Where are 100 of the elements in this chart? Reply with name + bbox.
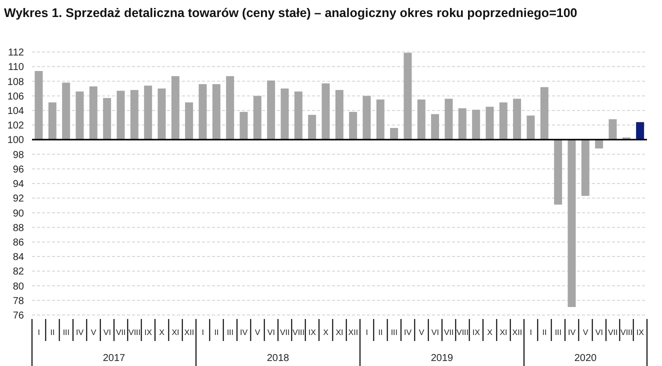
bar [390, 128, 398, 140]
x-tick-label: VII [444, 328, 454, 337]
x-tick-label: V [418, 328, 425, 337]
x-tick-label: VIII [292, 328, 305, 337]
y-tick-label: 110 [8, 62, 24, 74]
bar [526, 116, 535, 140]
x-tick-label: XI [500, 328, 508, 337]
x-tick-label: V [582, 328, 589, 337]
y-tick-label: 106 [7, 91, 24, 102]
x-tick-label: IV [404, 328, 412, 337]
bar [431, 114, 440, 140]
bar [568, 140, 576, 307]
x-tick-label: XI [172, 328, 180, 337]
y-tick-label: 108 [7, 76, 24, 88]
bar [554, 140, 562, 205]
x-tick-label: VI [431, 328, 439, 337]
x-tick-label: VIII [456, 328, 469, 337]
text: 2020 [574, 353, 598, 364]
y-tick-label: 84 [12, 252, 24, 264]
x-tick-label: VII [280, 328, 290, 337]
x-tick-label: II [50, 328, 55, 337]
x-tick-label: X [159, 328, 166, 337]
bar [308, 114, 316, 140]
y-tick-label: 86 [12, 237, 24, 248]
x-tick-label: VIII [128, 328, 141, 337]
bar [376, 99, 384, 140]
bar [636, 122, 644, 140]
y-tick-label: 76 [12, 310, 24, 322]
x-tick-label: VII [116, 328, 126, 337]
x-tick-label: X [323, 328, 330, 337]
text: 2017 [102, 353, 126, 364]
y-tick-label: 98 [12, 150, 24, 161]
bar [144, 86, 152, 140]
bar [608, 119, 617, 140]
bar [335, 90, 344, 140]
x-tick-label: IX [636, 328, 645, 337]
bar [116, 90, 125, 140]
x-tick-label: VI [267, 328, 275, 337]
bar [280, 88, 289, 140]
x-tick-label: XI [336, 328, 344, 337]
bar [253, 96, 262, 140]
y-tick-label: 102 [7, 120, 24, 132]
bar [34, 70, 43, 140]
bar [267, 80, 276, 140]
y-tick-label: 92 [12, 194, 24, 205]
x-tick-label: IX [472, 328, 481, 337]
x-tick-label: IX [308, 328, 317, 337]
bar [226, 76, 234, 140]
bar [540, 87, 548, 140]
bar [404, 52, 412, 140]
bar [103, 98, 112, 140]
y-tick-label: 90 [12, 208, 24, 220]
x-tick-label: I [38, 328, 40, 337]
x-tick-label: VII [608, 328, 618, 337]
bar [294, 91, 302, 140]
bar [158, 88, 166, 140]
x-tick-label: I [530, 328, 532, 337]
bar [130, 90, 138, 140]
bar [417, 99, 426, 140]
bar [240, 112, 248, 140]
bar [89, 86, 98, 140]
x-tick-label: XII [348, 328, 358, 337]
y-tick-label: 104 [7, 106, 24, 117]
y-tick-label: 88 [12, 222, 24, 234]
bar [362, 96, 371, 140]
text: 2019 [430, 353, 454, 364]
bar [444, 98, 453, 140]
x-tick-label: XII [184, 328, 194, 337]
x-tick-label: II [378, 328, 383, 337]
bar [185, 102, 194, 140]
bar [76, 91, 84, 140]
x-tick-label: III [226, 328, 234, 337]
x-tick-label: XII [512, 328, 522, 337]
y-tick-label: 78 [12, 296, 24, 307]
x-tick-label: X [487, 328, 494, 337]
bar [212, 84, 220, 140]
bar [486, 106, 494, 140]
x-tick-label: V [254, 328, 261, 337]
bar [513, 98, 522, 140]
x-tick-label: I [202, 328, 204, 337]
x-tick-label: IV [568, 328, 576, 337]
bar [349, 112, 358, 140]
y-tick-label: 82 [12, 266, 24, 278]
x-tick-label: II [542, 328, 547, 337]
bar [458, 108, 466, 140]
x-tick-label: III [390, 328, 398, 337]
bar [198, 84, 207, 140]
x-tick-label: III [554, 328, 562, 337]
y-tick-label: 80 [12, 281, 24, 292]
x-tick-label: II [214, 328, 219, 337]
x-tick-label: IV [76, 328, 84, 337]
y-tick-label: 112 [8, 48, 24, 59]
bar [472, 110, 480, 140]
y-tick-label: 94 [12, 179, 24, 190]
y-tick-label: 96 [12, 164, 24, 176]
x-tick-label: VI [103, 328, 111, 337]
x-tick-label: I [366, 328, 368, 337]
x-tick-label: IX [144, 328, 153, 337]
text: 2018 [266, 353, 290, 364]
chart-title: Wykres 1. Sprzedaż detaliczna towarów (ceny stałe) – analogiczny okres roku poprzedniego=100 [4, 6, 578, 20]
